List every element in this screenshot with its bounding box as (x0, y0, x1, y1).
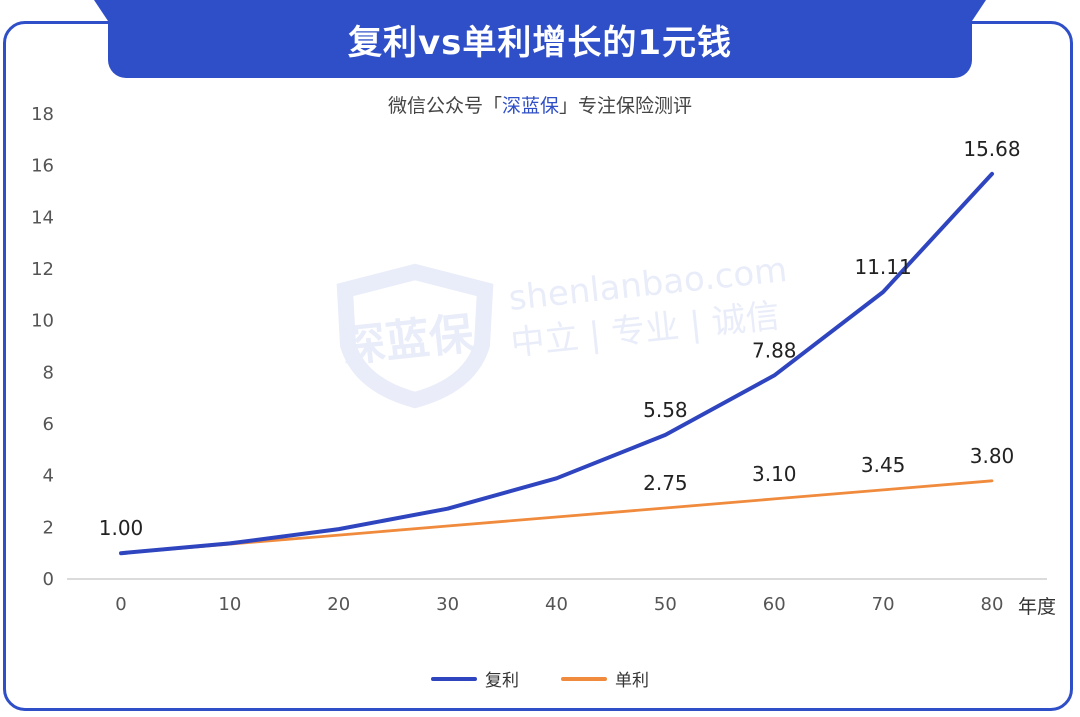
legend-swatch-compound (431, 676, 477, 681)
x-tick-label: 10 (218, 594, 241, 615)
data-label-compound: 15.68 (963, 137, 1020, 161)
chart-title: 复利vs单利增长的1元钱 (347, 22, 733, 63)
y-tick-label: 4 (43, 466, 54, 487)
title-banner: 复利vs单利增长的1元钱 (94, 0, 986, 78)
subtitle-prefix: 微信公众号「 (387, 95, 502, 117)
axes: 0 2 4 6 8 10 12 14 16 18 0 10 20 30 40 50 60 70 80 年度 (31, 104, 1056, 618)
watermark-logo-text: 深蓝保 (339, 308, 477, 373)
data-label-compound: 5.58 (643, 398, 688, 422)
x-tick-label: 20 (327, 594, 350, 615)
y-tick-label: 16 (31, 156, 54, 177)
data-label-compound: 7.88 (752, 338, 797, 362)
subtitle-suffix: 」专注保险测评 (559, 95, 693, 117)
data-label-compound: 11.11 (854, 255, 911, 279)
y-tick-label: 12 (31, 259, 54, 280)
y-tick-label: 10 (31, 311, 54, 332)
x-tick-label: 60 (763, 594, 786, 615)
subtitle-brand: 深蓝保 (501, 95, 559, 117)
data-label-simple: 3.10 (752, 462, 797, 486)
data-label-simple: 2.75 (643, 471, 688, 495)
y-tick-label: 0 (43, 569, 54, 590)
legend-swatch-simple (561, 676, 607, 681)
x-tick-label: 30 (436, 594, 459, 615)
y-tick-label: 8 (43, 362, 54, 383)
chart-subtitle: 微信公众号「深蓝保」专注保险测评 (0, 91, 1080, 118)
x-tick-label: 0 (115, 594, 126, 615)
data-label-simple: 3.80 (970, 444, 1015, 468)
x-axis-label: 年度 (1018, 596, 1056, 618)
y-tick-label: 14 (31, 207, 54, 228)
x-tick-label: 40 (545, 594, 568, 615)
legend-label-compound: 复利 (485, 671, 519, 691)
shield-logo-icon (336, 263, 494, 409)
y-tick-label: 6 (43, 414, 54, 435)
x-tick-label: 70 (872, 594, 895, 615)
x-tick-label: 80 (981, 594, 1004, 615)
legend-item-compound: 复利 (431, 666, 519, 691)
legend-label-simple: 单利 (615, 671, 649, 691)
chart-frame (3, 21, 1073, 711)
y-tick-label: 2 (43, 517, 54, 538)
legend-item-simple: 单利 (561, 666, 649, 691)
data-labels: 1.00 5.58 7.88 11.11 15.68 2.75 3.10 3.45 3.80 (99, 137, 1021, 540)
watermark: 深蓝保 shenlanbao.com 中立 | 专业 | 诚信 (336, 250, 789, 409)
legend: 复利 单利 (0, 666, 1080, 691)
data-label-simple: 3.45 (861, 453, 906, 477)
x-tick-label: 50 (654, 594, 677, 615)
y-tick-label: 18 (31, 104, 54, 125)
series-layer (119, 171, 994, 556)
series-line-compound (119, 171, 994, 556)
data-label-compound: 1.00 (99, 516, 144, 540)
